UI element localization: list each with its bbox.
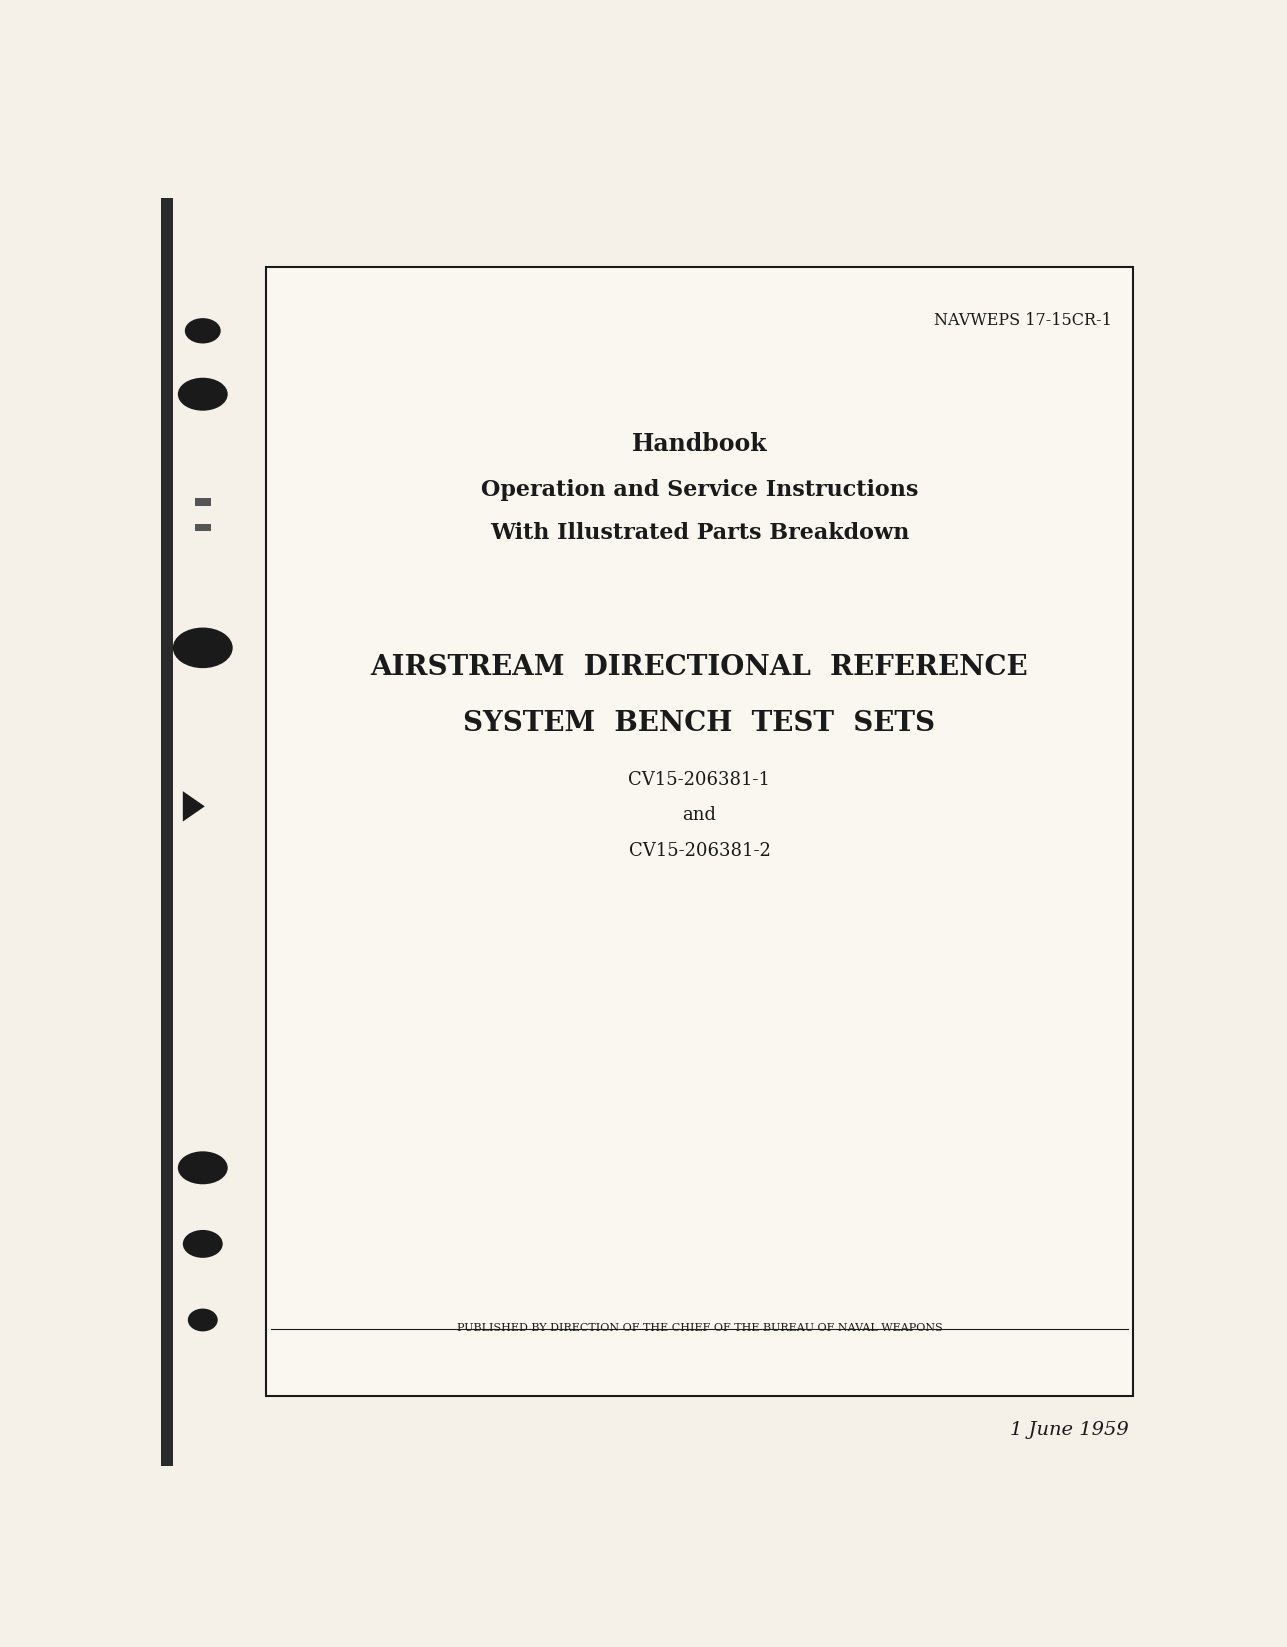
- Text: Operation and Service Instructions: Operation and Service Instructions: [481, 479, 918, 501]
- Text: and: and: [682, 807, 717, 825]
- Text: 1 June 1959: 1 June 1959: [1009, 1421, 1129, 1439]
- Ellipse shape: [172, 628, 233, 669]
- Text: CV15-206381-2: CV15-206381-2: [628, 842, 771, 860]
- Ellipse shape: [178, 377, 228, 410]
- Polygon shape: [183, 791, 205, 822]
- Text: NAVWEPS 17-15CR-1: NAVWEPS 17-15CR-1: [933, 311, 1112, 329]
- Ellipse shape: [178, 1151, 228, 1184]
- Text: CV15-206381-1: CV15-206381-1: [628, 771, 771, 789]
- Text: With Illustrated Parts Breakdown: With Illustrated Parts Breakdown: [490, 522, 909, 544]
- Bar: [161, 198, 172, 1466]
- Ellipse shape: [188, 1309, 218, 1331]
- Bar: [265, 267, 1134, 1397]
- Text: AIRSTREAM  DIRECTIONAL  REFERENCE: AIRSTREAM DIRECTIONAL REFERENCE: [371, 654, 1028, 682]
- Bar: [194, 524, 211, 532]
- Text: PUBLISHED BY DIRECTION OF THE CHIEF OF THE BUREAU OF NAVAL WEAPONS: PUBLISHED BY DIRECTION OF THE CHIEF OF T…: [457, 1323, 942, 1332]
- Ellipse shape: [185, 318, 221, 344]
- Text: Handbook: Handbook: [632, 432, 767, 456]
- Ellipse shape: [183, 1230, 223, 1258]
- Text: SYSTEM  BENCH  TEST  SETS: SYSTEM BENCH TEST SETS: [463, 710, 936, 736]
- Bar: [194, 497, 211, 506]
